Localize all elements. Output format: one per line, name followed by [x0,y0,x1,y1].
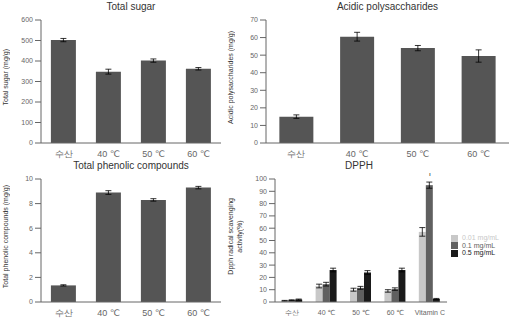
svg-text:0: 0 [254,139,258,146]
svg-text:T: T [428,173,433,177]
svg-text:4: 4 [29,249,33,256]
svg-text:0: 0 [29,139,33,146]
svg-text:수산: 수산 [55,308,73,318]
svg-text:50 ℃: 50 ℃ [142,308,165,318]
svg-text:40: 40 [259,249,267,256]
svg-text:2: 2 [29,274,33,281]
svg-text:40 ℃: 40 ℃ [346,149,369,159]
svg-text:50 ℃: 50 ℃ [407,149,430,159]
svg-text:8: 8 [29,200,33,207]
svg-text:40: 40 [250,69,258,76]
svg-text:50: 50 [259,237,267,244]
svg-text:600: 600 [21,16,33,23]
html-text:Total phenolic compounds: Total phenolic compounds [73,160,189,171]
svg-text:0: 0 [263,298,267,305]
svg-text:70: 70 [259,212,267,219]
svg-text:500: 500 [21,37,33,44]
svg-text:200: 200 [21,98,33,105]
svg-text:400: 400 [21,57,33,64]
svg-text:10: 10 [250,122,258,129]
svg-text:90: 90 [259,188,267,195]
svg-text:20: 20 [250,104,258,111]
svg-text:6: 6 [29,225,33,232]
html-text:0.5 mg/mL: 0.5 mg/mL [462,249,496,257]
html-text:0.01 mg/mL: 0.01 mg/mL [462,234,499,241]
svg-text:50 ℃: 50 ℃ [352,309,370,316]
html-text:Total phenolic compounds (mg/g: Total phenolic compounds (mg/g) [2,184,9,289]
html-text:Dpph radical scavenging activi: Dpph radical scavenging activity(%) [227,198,243,275]
svg-text:60 ℃: 60 ℃ [187,308,210,318]
svg-text:60 ℃: 60 ℃ [467,149,490,159]
svg-text:40 ℃: 40 ℃ [318,309,336,316]
svg-text:100: 100 [21,119,33,126]
svg-text:60 ℃: 60 ℃ [387,309,405,316]
svg-text:80: 80 [259,200,267,207]
svg-text:30: 30 [259,262,267,269]
svg-text:300: 300 [21,78,33,85]
svg-text:수산: 수산 [285,309,299,316]
html-text:0.1 mg/mL: 0.1 mg/mL [462,241,496,249]
svg-text:60: 60 [250,34,258,41]
svg-text:30: 30 [250,87,258,94]
svg-text:100: 100 [255,175,267,182]
html-text:DPPH: DPPH [345,160,373,171]
html-text:Total sugar (mg/g): Total sugar (mg/g) [2,49,9,106]
svg-text:10: 10 [259,286,267,293]
svg-text:70: 70 [250,16,258,23]
svg-text:0: 0 [29,298,33,305]
svg-text:40 ℃: 40 ℃ [97,149,120,159]
svg-text:60: 60 [259,225,267,232]
svg-text:50: 50 [250,52,258,59]
svg-text:50 ℃: 50 ℃ [142,149,165,159]
html-text:Acidic polysaccharides: Acidic polysaccharides [336,1,439,12]
svg-text:수산: 수산 [287,149,305,159]
svg-text:40 ℃: 40 ℃ [97,308,120,318]
svg-text:20: 20 [259,274,267,281]
svg-text:60 ℃: 60 ℃ [187,149,210,159]
svg-text:수산: 수산 [55,149,73,159]
html-text:Total sugar: Total sugar [106,1,156,12]
svg-text:Vitamin C: Vitamin C [415,309,445,316]
html-text:Acidic polysaccharides (mg/g): Acidic polysaccharides (mg/g) [227,31,234,124]
svg-text:10: 10 [25,175,33,182]
